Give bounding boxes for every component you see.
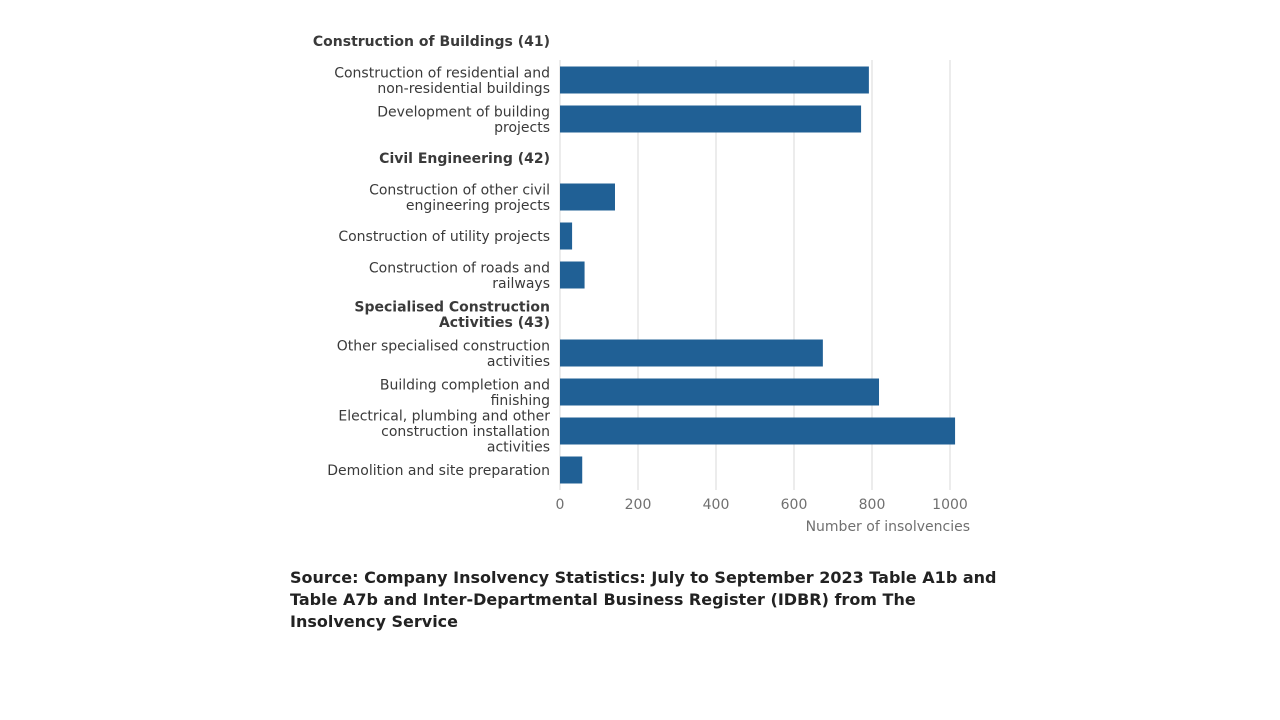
category-label: Building completion and finishing — [380, 377, 550, 409]
label-line: Construction of other civil — [369, 182, 550, 198]
bar — [560, 222, 573, 250]
x-axis-ticks: 0 200 400 600 800 1000 — [556, 497, 968, 513]
bar — [560, 66, 869, 94]
x-tick-label: 0 — [556, 497, 565, 513]
source-note: Source: Company Insolvency Statistics: J… — [290, 568, 997, 631]
bar — [560, 261, 585, 289]
category-label: Construction of residential and non-resid… — [334, 65, 550, 97]
category-labels: Construction of Buildings (41) Constructi… — [313, 34, 550, 479]
label-line: projects — [494, 120, 550, 136]
x-axis-title: Number of insolvencies — [806, 519, 970, 535]
label-line: Other specialised construction — [337, 338, 550, 354]
group-label: Specialised Construction Activities (43) — [354, 299, 550, 331]
category-label: Construction of other civil engineering p… — [369, 182, 550, 214]
category-label: Development of building projects — [377, 104, 550, 136]
label-line: Construction of Buildings (41) — [313, 34, 550, 50]
label-line: Building completion and — [380, 377, 550, 393]
x-tick-label: 1000 — [932, 497, 968, 513]
bar — [560, 105, 862, 133]
category-label: Construction of utility projects — [338, 229, 550, 245]
bar — [560, 183, 615, 211]
label-line: Construction of utility projects — [338, 229, 550, 245]
bar — [560, 456, 583, 484]
bar-chart: Construction of Buildings (41) Constructi… — [313, 34, 970, 535]
bar — [560, 378, 880, 406]
label-line: Activities (43) — [439, 315, 550, 331]
x-tick-label: 600 — [781, 497, 808, 513]
category-label: Other specialised construction activities — [337, 338, 550, 370]
category-label: Demolition and site preparation — [327, 463, 550, 479]
label-line: Specialised Construction — [354, 299, 550, 315]
x-tick-label: 800 — [859, 497, 886, 513]
label-line: Electrical, plumbing and other — [338, 409, 550, 425]
label-line: construction installation — [381, 424, 550, 440]
category-label: Construction of roads and railways — [369, 260, 550, 292]
label-line: finishing — [491, 393, 550, 409]
label-line: Demolition and site preparation — [327, 463, 550, 479]
category-label: Electrical, plumbing and other constructi… — [338, 409, 550, 456]
label-line: non-residential buildings — [377, 81, 550, 97]
bars — [560, 66, 956, 484]
group-label: Civil Engineering (42) — [379, 151, 550, 167]
bar — [560, 417, 956, 445]
label-line: Construction of roads and — [369, 260, 550, 276]
group-label: Construction of Buildings (41) — [313, 34, 550, 50]
label-line: Civil Engineering (42) — [379, 151, 550, 167]
x-tick-label: 200 — [625, 497, 652, 513]
label-line: Development of building — [377, 104, 550, 120]
label-line: Construction of residential and — [334, 65, 550, 81]
x-tick-label: 400 — [703, 497, 730, 513]
label-line: activities — [487, 440, 550, 456]
bar — [560, 339, 823, 367]
label-line: activities — [487, 354, 550, 370]
label-line: engineering projects — [406, 198, 550, 214]
label-line: railways — [492, 276, 550, 292]
